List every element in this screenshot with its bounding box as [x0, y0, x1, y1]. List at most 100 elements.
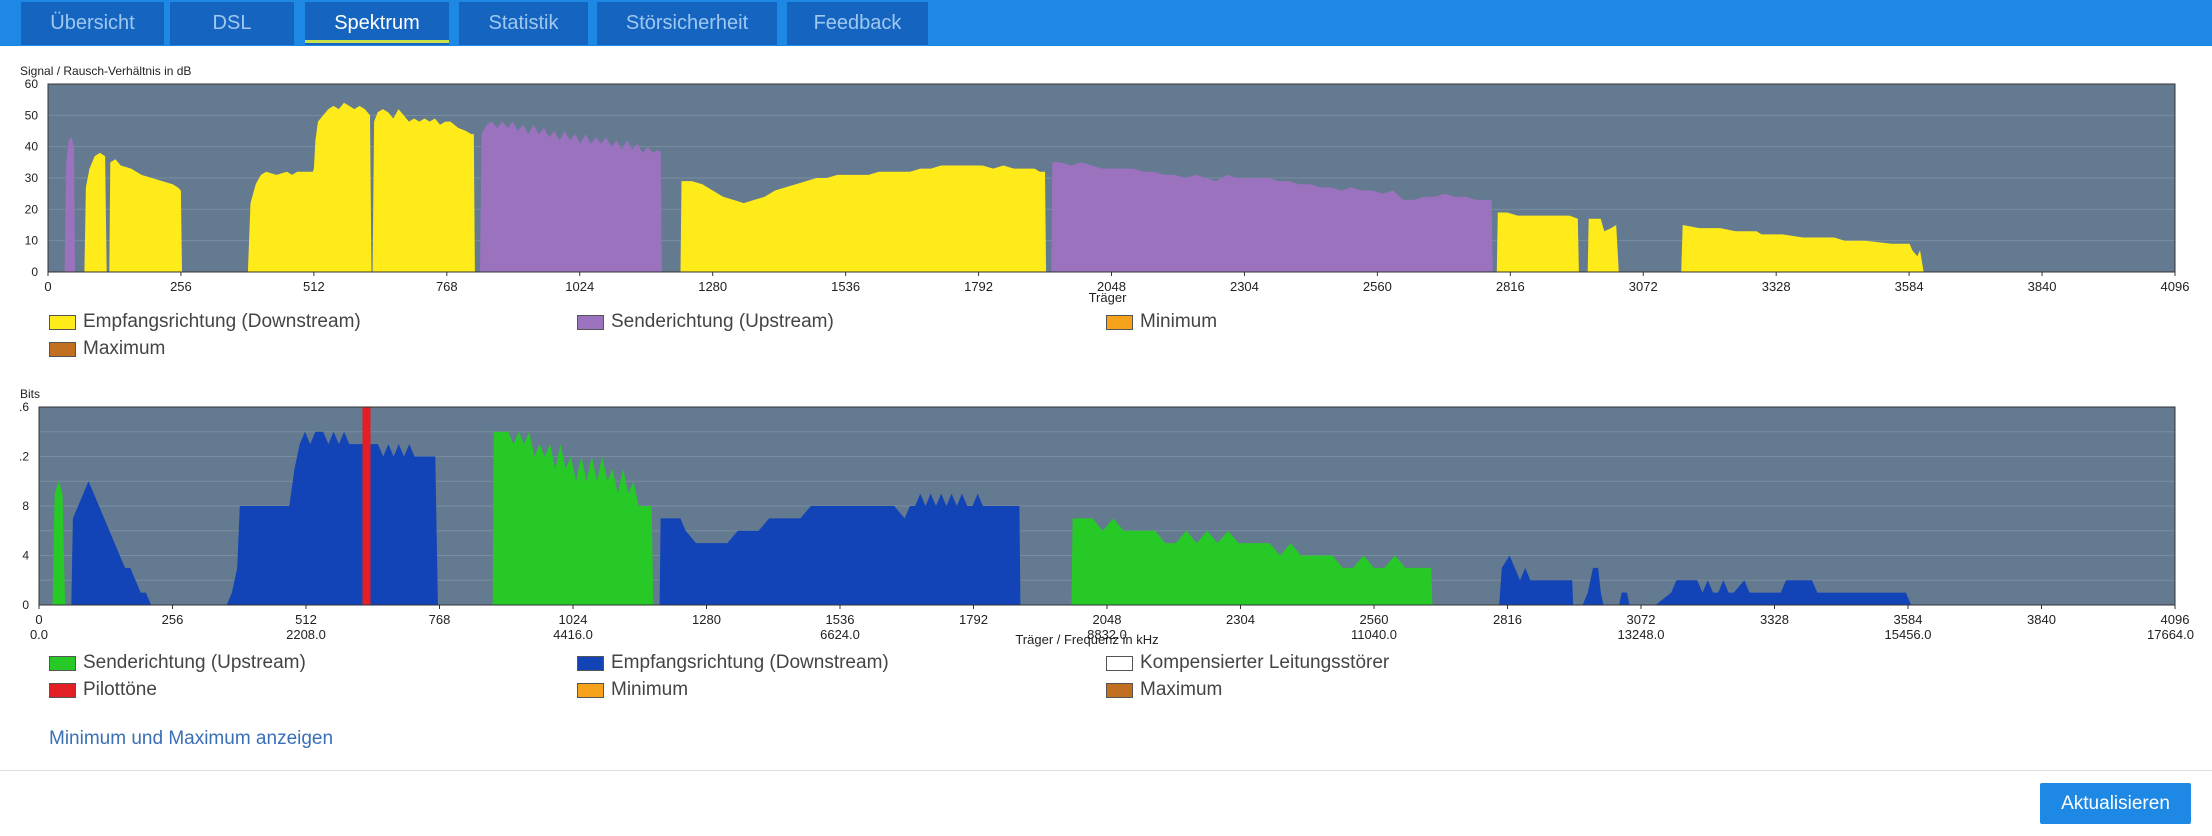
series-area — [492, 431, 654, 605]
series-area — [52, 481, 66, 605]
tab-label: Störsicherheit — [625, 12, 749, 34]
series-area — [84, 152, 107, 272]
active-tab-indicator — [305, 40, 449, 43]
legend-swatch — [577, 655, 604, 671]
legend-label: Minimum — [1140, 311, 1218, 332]
legend-swatch — [1106, 655, 1133, 671]
legend-swatch — [49, 314, 76, 330]
x-tick-label: 2048 — [1097, 279, 1126, 294]
legend-swatch — [49, 341, 76, 357]
x-tick-label: 3328 — [1762, 279, 1791, 294]
series-area — [1499, 555, 1574, 605]
frequency-label: 8832.0 — [1087, 627, 1127, 642]
tab-statistik[interactable]: Statistik — [459, 2, 588, 45]
series-area — [64, 137, 75, 272]
x-tick-label: 2304 — [1230, 279, 1259, 294]
legend1-minimum: Minimum — [1106, 311, 1217, 333]
x-tick-label: 2816 — [1496, 279, 1525, 294]
x-tick-label: 1536 — [826, 612, 855, 627]
legend2-compensated: Kompensierter Leitungsstörer — [1106, 652, 1389, 674]
x-tick-label: 2304 — [1226, 612, 1255, 627]
legend-label: Empfangsrichtung (Downstream) — [611, 652, 889, 673]
x-tick-label: 256 — [162, 612, 184, 627]
series-area — [226, 431, 438, 605]
x-tick-label: 2048 — [1093, 612, 1122, 627]
show-min-max-link[interactable]: Minimum und Maximum anzeigen — [49, 728, 334, 749]
x-tick-label: 1792 — [959, 612, 988, 627]
x-tick-label: 3840 — [2027, 612, 2056, 627]
x-tick-label: 4096 — [2161, 279, 2190, 294]
legend-label: Senderichtung (Upstream) — [83, 652, 306, 673]
frequency-label: 4416.0 — [553, 627, 593, 642]
refresh-button[interactable]: Aktualisieren — [2040, 783, 2191, 824]
x-tick-label: 1280 — [698, 279, 727, 294]
y-axis-label: Bits — [20, 387, 40, 401]
y-tick-label: 20 — [25, 202, 39, 216]
legend-swatch — [49, 682, 76, 698]
tab-stoersicherheit[interactable]: Störsicherheit — [597, 2, 777, 45]
series-area — [1051, 162, 1493, 272]
y-tick-label: 8 — [22, 499, 29, 513]
x-tick-label: 0 — [44, 279, 51, 294]
y-tick-label: 50 — [25, 108, 39, 122]
series-area — [659, 493, 1021, 605]
frequency-label: 17664.0 — [2147, 627, 2194, 642]
frequency-label: 6624.0 — [820, 627, 860, 642]
y-tick-label: 0 — [31, 265, 38, 279]
tab-spektrum[interactable]: Spektrum — [305, 2, 449, 45]
x-tick-label: 2560 — [1363, 279, 1392, 294]
frequency-label: 2208.0 — [286, 627, 326, 642]
x-tick-label: 3584 — [1895, 279, 1924, 294]
legend-label: Minimum — [611, 679, 689, 700]
tab-label: Statistik — [488, 12, 559, 34]
legend2-maximum: Maximum — [1106, 679, 1222, 701]
x-tick-label: 4096 — [2161, 612, 2190, 627]
x-axis-label: Träger — [1089, 290, 1127, 305]
y-tick-label: 40 — [25, 140, 39, 154]
x-tick-label: 1280 — [692, 612, 721, 627]
legend2-downstream: Empfangsrichtung (Downstream) — [577, 652, 889, 674]
x-tick-label: 3328 — [1760, 612, 1789, 627]
y-axis-label: Signal / Rausch-Verhältnis in dB — [20, 64, 191, 78]
legend2-pilot: Pilottöne — [49, 679, 157, 701]
series-area — [480, 121, 662, 272]
legend1-maximum: Maximum — [49, 338, 165, 360]
x-tick-label: 512 — [295, 612, 317, 627]
x-tick-label: 3584 — [1894, 612, 1923, 627]
x-tick-label: 512 — [303, 279, 325, 294]
legend-swatch — [577, 682, 604, 698]
legend1-downstream: Empfangsrichtung (Downstream) — [49, 311, 361, 333]
series-area — [680, 165, 1047, 272]
legend-label: Empfangsrichtung (Downstream) — [83, 311, 361, 332]
series-area — [1582, 567, 1604, 605]
frequency-label: 11040.0 — [1351, 627, 1397, 642]
legend-swatch — [1106, 682, 1133, 698]
series-area — [247, 102, 372, 272]
y-tick-label: .6 — [19, 400, 29, 414]
tab-dsl[interactable]: DSL — [170, 2, 294, 45]
series-area — [1681, 225, 1924, 272]
x-tick-label: 3072 — [1629, 279, 1658, 294]
legend2-minimum: Minimum — [577, 679, 688, 701]
series-area — [1655, 580, 1912, 605]
top-tab-bar: Übersicht DSL Spektrum Statistik Störsic… — [0, 0, 2212, 46]
legend-label: Senderichtung (Upstream) — [611, 311, 834, 332]
x-tick-label: 3072 — [1627, 612, 1656, 627]
y-tick-label: 4 — [22, 549, 29, 563]
x-tick-label: 1024 — [559, 612, 588, 627]
series-area — [1619, 592, 1630, 605]
series-area — [1496, 212, 1579, 272]
tab-uebersicht[interactable]: Übersicht — [21, 2, 164, 45]
x-tick-label: 768 — [436, 279, 458, 294]
legend1-upstream: Senderichtung (Upstream) — [577, 311, 834, 333]
legend-label: Maximum — [1140, 679, 1223, 700]
legend-label: Pilottöne — [83, 679, 157, 700]
tab-feedback[interactable]: Feedback — [787, 2, 928, 45]
series-area — [71, 481, 152, 605]
series-area — [1071, 518, 1433, 605]
series-area — [109, 159, 182, 272]
legend-swatch — [49, 655, 76, 671]
x-tick-label: 3840 — [2028, 279, 2057, 294]
series-area — [372, 109, 475, 272]
